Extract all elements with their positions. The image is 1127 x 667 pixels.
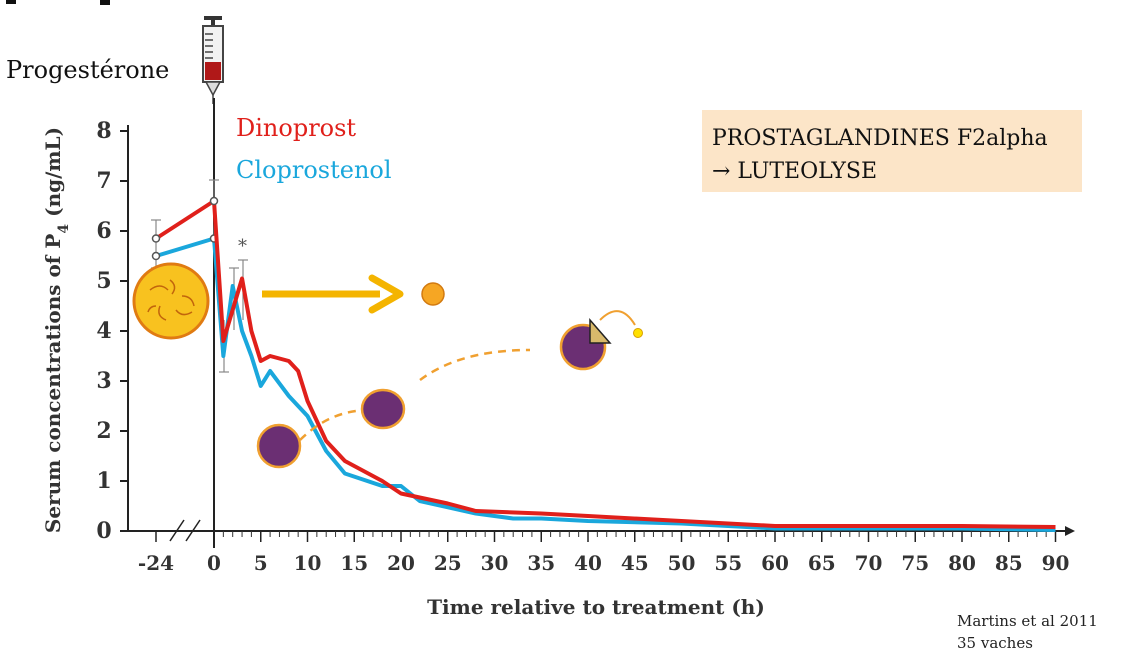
corpus-luteum-icon: [132, 262, 210, 340]
x-tick-label: 40: [574, 551, 602, 575]
y-tick-label: 3: [96, 368, 111, 394]
x-tick-label: 5: [254, 551, 268, 575]
x-tick-label: 35: [527, 551, 555, 575]
series-point-dinoprost: [151, 234, 161, 243]
series-point-cloprostenol: [151, 251, 161, 261]
slide-title-fragment-2: [100, 0, 110, 5]
small-luteal-body-icon: [421, 282, 445, 306]
luteal-cell-icon-2: [360, 388, 406, 430]
x-tick-label: 80: [948, 551, 976, 575]
x-tick-label: 70: [855, 551, 883, 575]
info-box: [702, 110, 1082, 192]
secretion-arrow: [599, 310, 636, 326]
y-tick-label: 7: [96, 168, 111, 194]
series-layer: [151, 196, 1056, 532]
x-minor-ticks: [222, 531, 1047, 537]
syringe-icon: [202, 16, 224, 104]
y-tick-label: 5: [96, 268, 111, 294]
slide-title-fragment: [6, 0, 16, 4]
x-tick-label: 30: [481, 551, 509, 575]
y-axis-label: Serum concentrations of P4 (ng/mL): [41, 127, 72, 533]
arrow-icon: [262, 274, 404, 314]
x-tick-label: 20: [387, 551, 415, 575]
x-axis-label: Time relative to treatment (h): [427, 595, 765, 619]
series-line-cloprostenol: [155, 236, 1056, 532]
info-box-line1: PROSTAGLANDINES F2alpha: [712, 126, 1048, 151]
citation-line2: 35 vaches: [957, 634, 1033, 652]
x-tick-label: 50: [668, 551, 696, 575]
x-tick-label: 65: [808, 551, 836, 575]
x-tick-label: 0: [207, 551, 221, 575]
x-tick-label: 25: [434, 551, 462, 575]
info-box-line2: → LUTEOLYSE: [712, 159, 877, 184]
x-tick-label: 90: [1042, 551, 1070, 575]
x-axis-arrow: [1065, 526, 1075, 536]
series-point-dinoprost: [209, 196, 219, 206]
y-axis-label-main: Serum concentrations of P: [41, 234, 65, 534]
x-ticks: -24 0 5 10 15 20 25 30 35 40 45 50 55 60 65 70 75 80 85 90: [138, 531, 1069, 575]
dashed-path: [299, 348, 531, 441]
y-tick-label: 2: [96, 418, 111, 444]
y-tick-label: 4: [96, 318, 111, 344]
x-tick-label: 55: [714, 551, 742, 575]
hormone-particle-icon: [633, 328, 643, 338]
y-axis-label-sub: 4: [56, 224, 72, 234]
x-tick-label: 45: [621, 551, 649, 575]
legend-dinoprost: Dinoprost: [236, 114, 356, 142]
x-tick-label: 15: [340, 551, 368, 575]
y-tick-label: 0: [96, 518, 111, 544]
hormone-label: Progestérone: [6, 56, 169, 84]
x-tick-label: -24: [138, 551, 174, 575]
axis-break: [169, 519, 201, 542]
x-tick-label: 60: [761, 551, 789, 575]
y-tick-label: 6: [96, 218, 111, 244]
luteal-cell-icon: [256, 423, 302, 469]
x-tick-label: 85: [995, 551, 1023, 575]
legend-cloprostenol: Cloprostenol: [236, 156, 392, 184]
y-ticks: 0 1 2 3 4 5 6 7 8: [96, 118, 128, 544]
secretion-granule-icon: [589, 317, 612, 344]
y-tick-label: 1: [96, 468, 111, 494]
x-tick-label: 75: [901, 551, 929, 575]
y-axis-label-unit: (ng/mL): [41, 127, 65, 224]
series-line-dinoprost: [154, 199, 1056, 529]
significance-marker: *: [238, 236, 247, 257]
y-tick-label: 8: [96, 118, 111, 144]
citation-line1: Martins et al 2011: [957, 612, 1098, 630]
x-tick-label: 10: [294, 551, 322, 575]
